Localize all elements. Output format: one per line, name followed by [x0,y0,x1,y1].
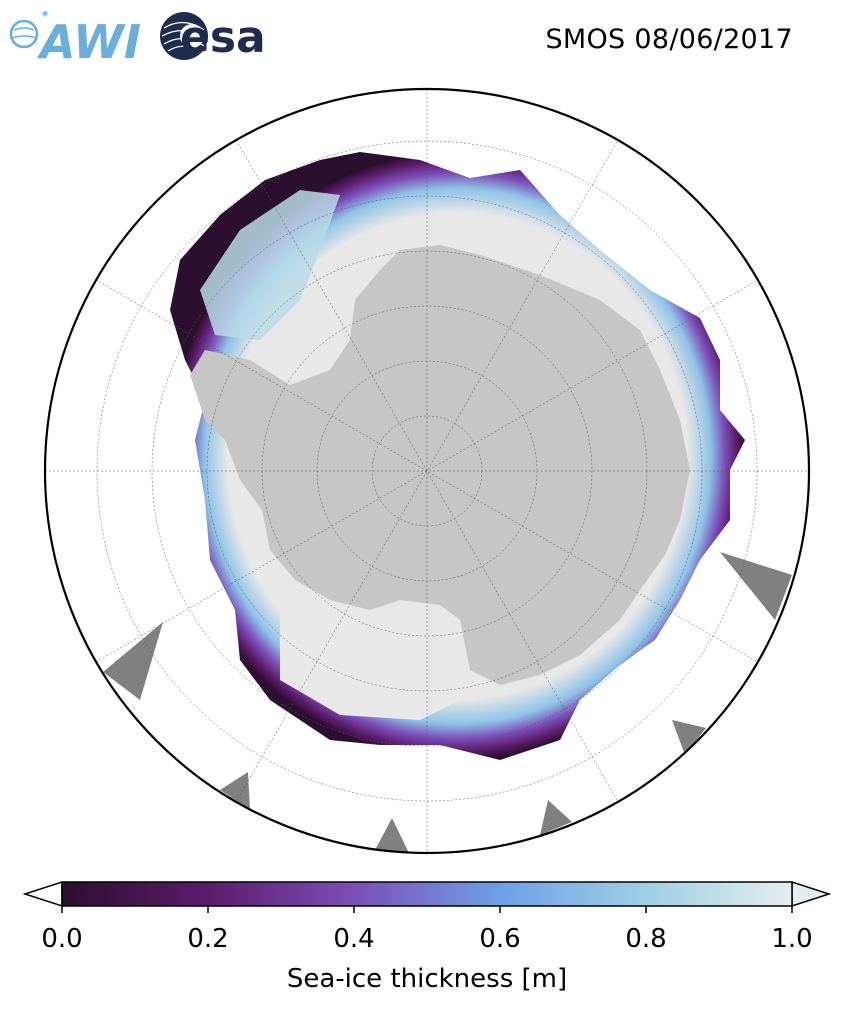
map-boundary [43,87,811,855]
graticule [45,89,809,853]
colorbar-tick-label: 0.0 [41,924,83,954]
weddell-thick-ice [200,190,340,340]
colorbar-ticks [61,906,793,913]
colorbar-gradient [61,881,793,907]
colorbar-tick-label: 0.4 [333,924,375,954]
svg-text:✶: ✶ [40,7,50,21]
colorbar-label: Sea-ice thickness [m] [286,964,568,994]
ross-thick-ice [280,600,480,720]
no-data-sectors [103,552,792,853]
awi-logo: ✶ AWI [9,7,141,64]
colorbar-tick-label: 0.6 [479,924,521,954]
map-title: SMOS 08/06/2017 [545,24,793,55]
awi-logo-text: AWI [37,15,141,64]
colorbar-tick-label: 0.8 [625,924,667,954]
colorbar-extend-high [791,880,832,908]
esa-logo: esa [160,12,266,63]
esa-logo-text: esa [180,12,266,63]
antarctica-land [190,245,690,685]
colorbar-extend-low [22,880,63,908]
colorbar-tick-label: 1.0 [771,924,813,954]
colorbar-tick-label: 0.2 [187,924,229,954]
sea-ice-map [43,87,811,855]
